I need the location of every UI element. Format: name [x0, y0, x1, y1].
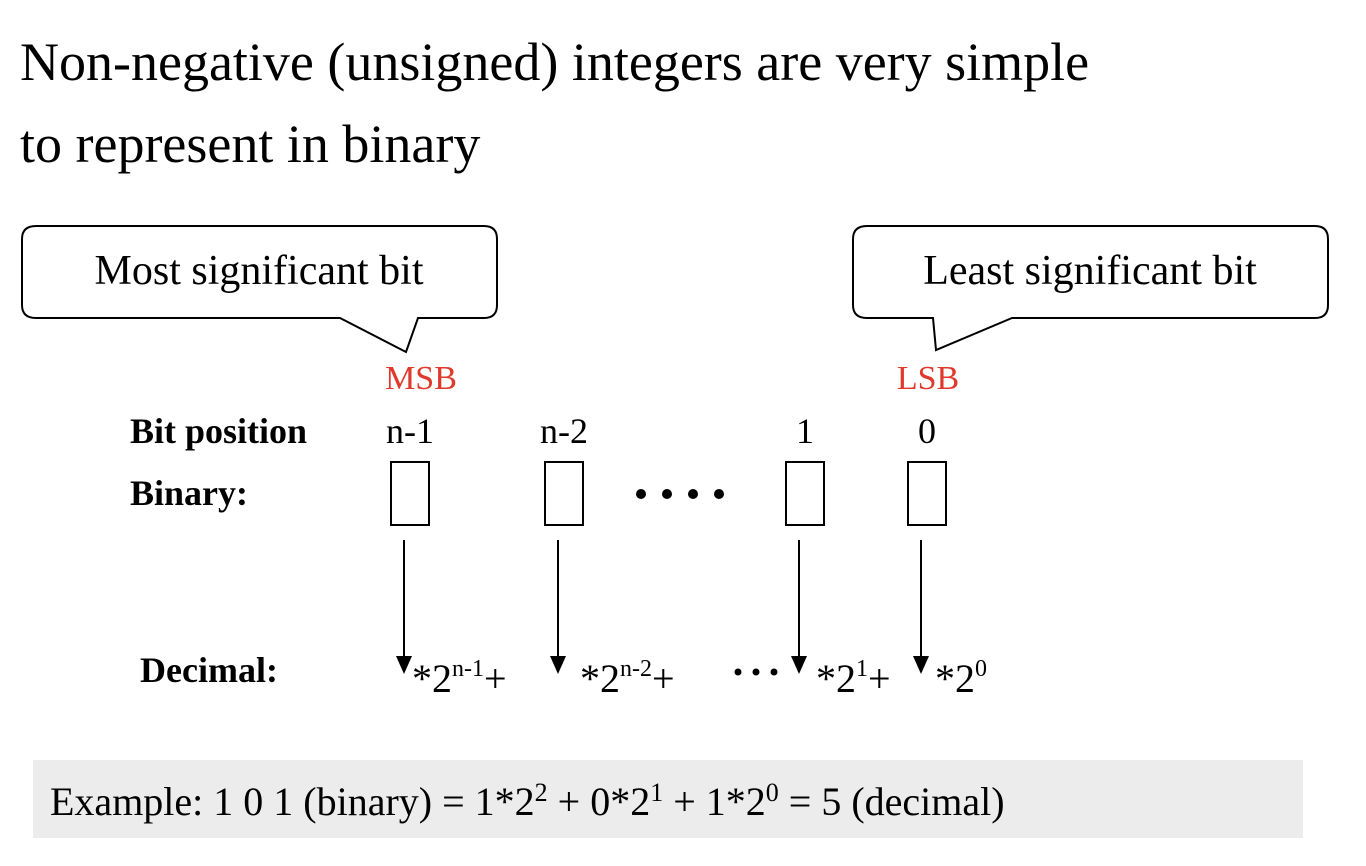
arrow-head	[791, 656, 807, 674]
arrow-head	[913, 656, 929, 674]
example-box	[33, 760, 1303, 838]
bit-position: n-1	[386, 411, 434, 451]
bit-box	[544, 461, 584, 526]
arrow-head	[396, 656, 412, 674]
callout-box	[852, 225, 1329, 352]
row-label: Bit position	[130, 411, 307, 451]
bit-position: 0	[918, 411, 936, 451]
bit-box	[785, 461, 825, 526]
decimal-term: *20	[935, 656, 987, 701]
bit-box	[907, 461, 947, 526]
example-exponent: 0	[766, 778, 779, 807]
ellipsis	[636, 489, 778, 676]
decimal-term: *21+	[816, 656, 891, 701]
decimal-term: *2n-1+	[412, 656, 507, 701]
row-label: Decimal:	[140, 650, 278, 690]
bit-position: 1	[796, 411, 814, 451]
term-op: +	[652, 656, 675, 701]
marker: MSB	[385, 360, 457, 397]
decimal-term: *2n-2+	[580, 656, 675, 701]
example-exponent: 2	[535, 778, 548, 807]
example-part: Example: 1 0 1 (binary) = 1*2	[50, 779, 535, 824]
term-exponent: 1	[856, 656, 868, 682]
example-exponent: 1	[650, 778, 663, 807]
bit-columns: n-1 n-2 1 0*2n-1+ *2n-2+ *21+ *20	[386, 411, 987, 701]
callout-text: Most significant bit	[95, 248, 424, 294]
callout-text: Least significant bit	[923, 248, 1257, 294]
title-line: to represent in binary	[20, 114, 480, 174]
term-exponent: 0	[975, 656, 987, 682]
term-base: *2	[580, 656, 620, 701]
example-text: Example: 1 0 1 (binary) = 1*22 + 0*21 + …	[50, 778, 1005, 824]
term-op: +	[868, 656, 891, 701]
example-part: = 5 (decimal)	[779, 779, 1005, 824]
bit-position: n-2	[540, 411, 588, 451]
term-op: +	[484, 656, 507, 701]
example-part: + 0*2	[548, 779, 651, 824]
example-part: + 1*2	[663, 779, 766, 824]
marker: LSB	[897, 360, 959, 397]
term-exponent: n-2	[620, 656, 652, 682]
callout-box	[21, 225, 498, 354]
title-line: Non-negative (unsigned) integers are ver…	[20, 32, 1089, 92]
term-base: *2	[816, 656, 856, 701]
term-exponent: n-1	[452, 656, 484, 682]
arrow-head	[550, 656, 566, 674]
term-base: *2	[935, 656, 975, 701]
term-base: *2	[412, 656, 452, 701]
bit-box	[390, 461, 430, 526]
row-label: Binary:	[130, 473, 248, 513]
